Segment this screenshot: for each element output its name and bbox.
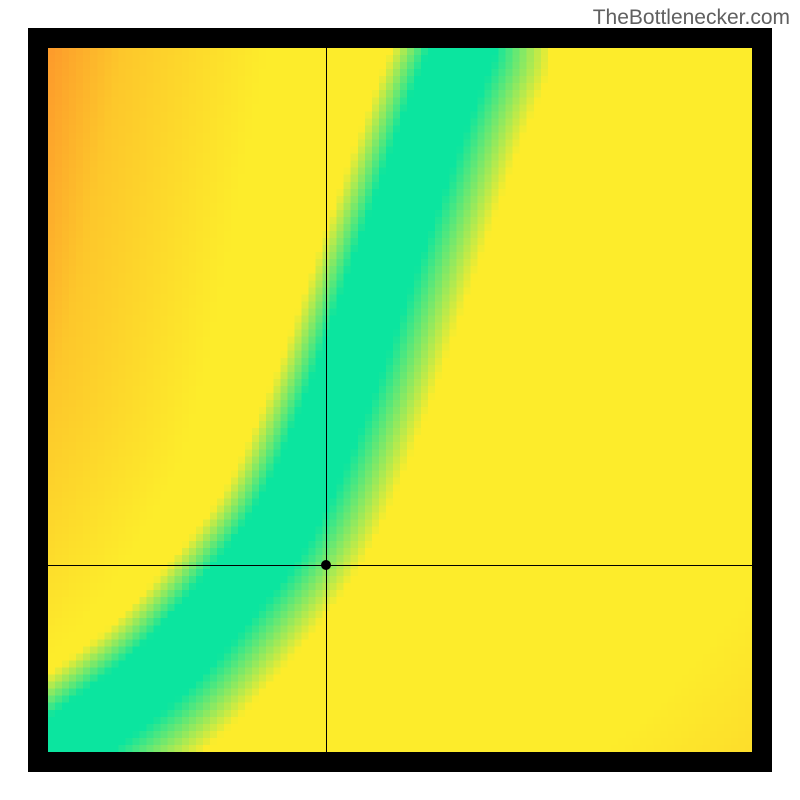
- bottleneck-heatmap: [48, 48, 752, 752]
- chart-frame: [28, 28, 772, 772]
- watermark-text: TheBottlenecker.com: [593, 6, 790, 30]
- crosshair-vertical: [326, 48, 327, 752]
- selection-marker[interactable]: [321, 560, 331, 570]
- crosshair-horizontal: [48, 565, 752, 566]
